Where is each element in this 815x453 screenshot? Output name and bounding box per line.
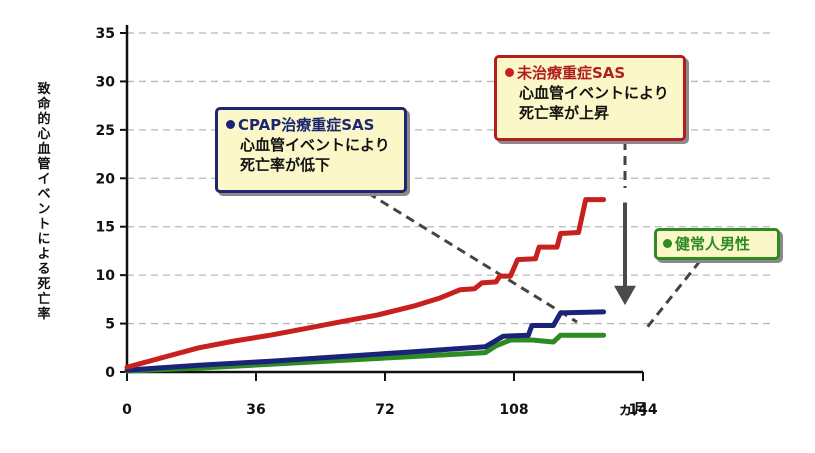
y-axis-label-char: 命 — [36, 96, 51, 112]
y-axis-label-char: 致 — [37, 81, 51, 97]
annotation-healthy-title: 健常人男性 — [675, 235, 751, 253]
x-tick-label: 0 — [122, 402, 132, 418]
annotation-cpap: CPAP治療重症SAS 心血管イベントにより 死亡率が低下 — [215, 107, 407, 193]
annotation-cpap-line3: 死亡率が低下 — [240, 156, 331, 174]
annotation-cpap-line2: 心血管イベントにより — [240, 136, 390, 154]
y-tick-label: 15 — [96, 220, 115, 236]
y-axis-label-char: ベ — [37, 187, 50, 202]
marker-dot-icon — [226, 120, 235, 129]
marker-dot-icon — [663, 239, 672, 248]
y-axis-label-char: 率 — [37, 306, 50, 322]
series-line-0 — [124, 197, 607, 370]
leader-line-healthy — [643, 260, 702, 331]
y-axis-label-char: 管 — [37, 156, 50, 172]
y-axis-label-char: に — [37, 232, 50, 247]
y-tick-label: 35 — [96, 26, 115, 42]
annotation-untreated-line3: 死亡率が上昇 — [519, 104, 610, 122]
y-tick-label: 30 — [96, 74, 116, 90]
y-tick-label: 20 — [96, 171, 116, 187]
annotation-cpap-title: CPAP治療重症SAS — [238, 116, 375, 134]
series-line-1 — [124, 309, 607, 373]
x-tick-label: 72 — [375, 402, 394, 418]
y-tick-label: 5 — [105, 317, 115, 333]
x-tick-label: 36 — [246, 402, 265, 418]
annotation-untreated-title: 未治療重症SAS — [517, 64, 626, 82]
y-axis-label-char: 死 — [37, 277, 50, 292]
series-line-2 — [124, 332, 607, 374]
y-axis-label-char: ト — [37, 217, 50, 232]
x-tick-label: 144 — [628, 402, 657, 418]
y-axis-label-char: ン — [37, 202, 50, 217]
leader-line-cpap — [367, 191, 578, 324]
arrow-head-icon — [614, 285, 636, 306]
marker-dot-icon — [505, 68, 514, 77]
y-axis-label-char: イ — [37, 172, 50, 187]
annotation-untreated-line2: 心血管イベントにより — [519, 84, 669, 102]
y-axis-label-char: 亡 — [37, 291, 50, 307]
y-tick-label: 25 — [96, 123, 115, 139]
y-axis-label-char: 血 — [37, 141, 50, 157]
x-tick-label: 108 — [499, 402, 528, 418]
y-axis-label-char: る — [37, 262, 50, 277]
annotation-untreated: 未治療重症SAS 心血管イベントにより 死亡率が上昇 — [494, 55, 686, 141]
annotation-healthy: 健常人男性 — [654, 228, 780, 260]
y-tick-label: 0 — [105, 365, 115, 381]
y-axis-label-char: よ — [37, 247, 50, 262]
y-axis-label-char: 的 — [37, 111, 50, 127]
x-axis-unit: ヵ月 — [618, 400, 649, 418]
y-tick-label: 10 — [96, 268, 116, 284]
y-axis-label-char: 心 — [37, 127, 50, 142]
